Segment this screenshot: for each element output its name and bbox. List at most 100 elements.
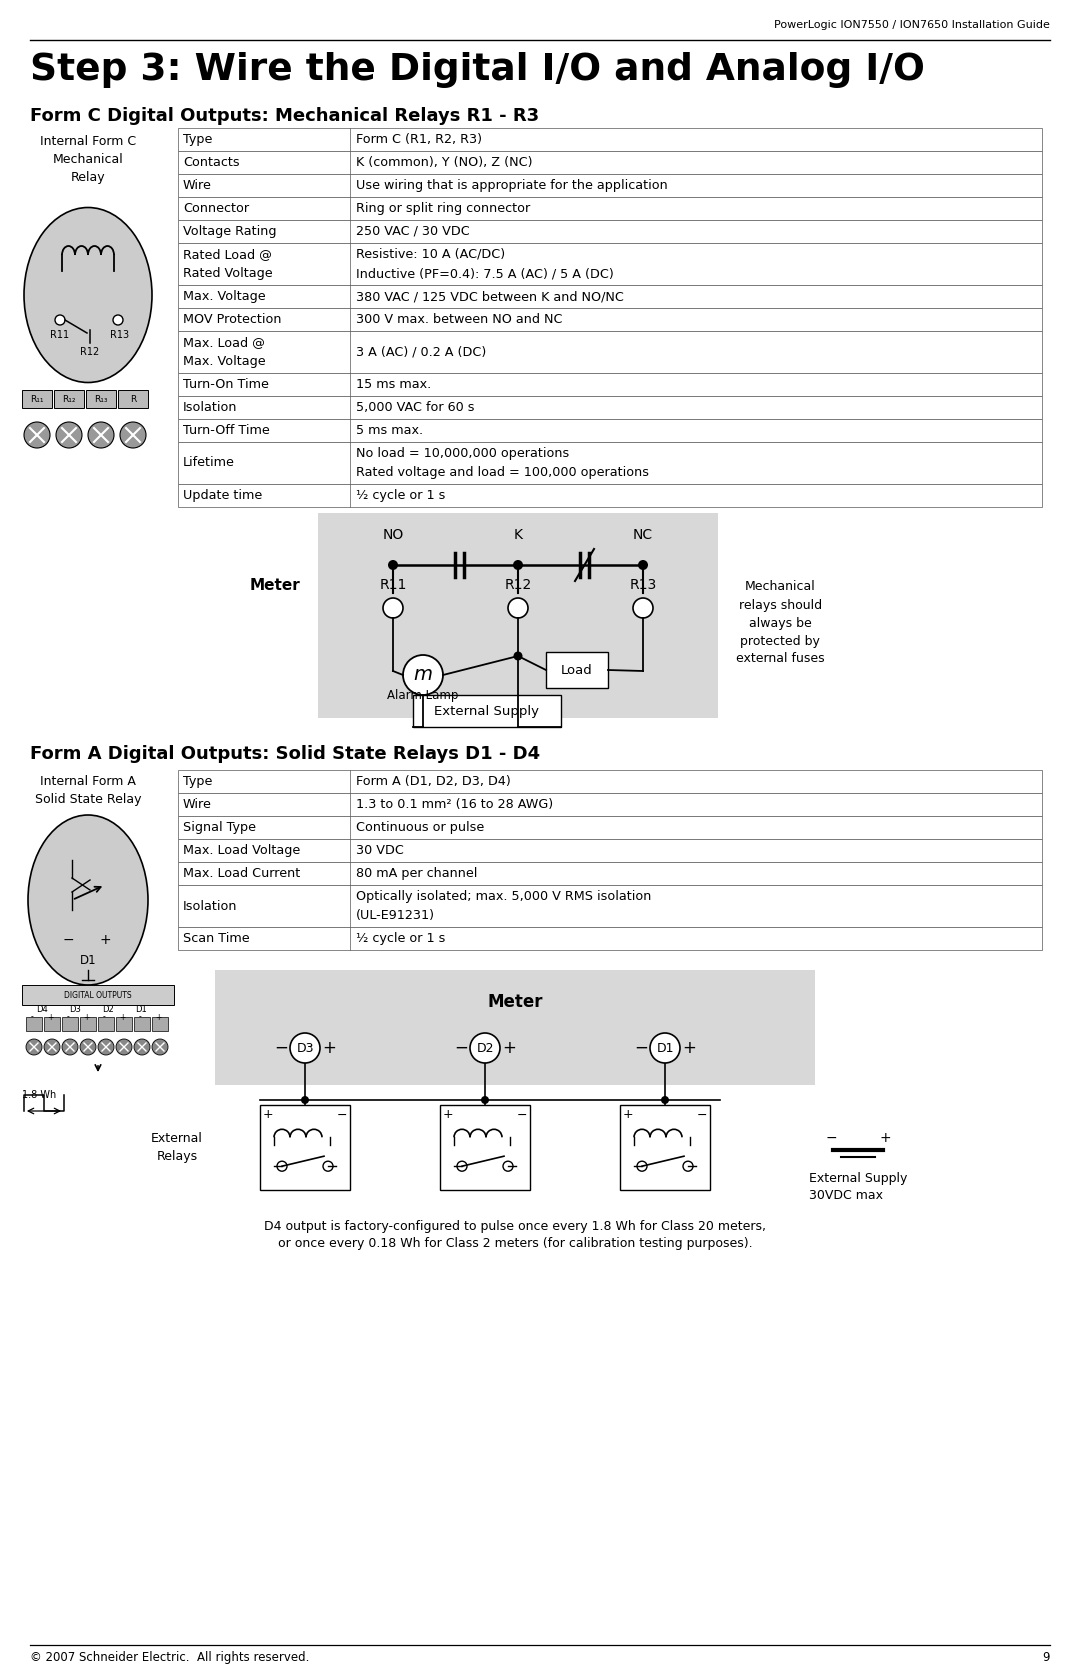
Bar	[215, 970, 815, 1085]
Text: R₁₁: R₁₁	[30, 394, 44, 404]
Bar	[62, 1016, 78, 1031]
Text: R12: R12	[504, 577, 531, 592]
Text: R11: R11	[51, 330, 69, 340]
Bar	[80, 1016, 96, 1031]
Circle shape	[120, 422, 146, 447]
Text: MOV Protection: MOV Protection	[183, 314, 282, 325]
Circle shape	[276, 1162, 287, 1172]
Bar	[178, 285, 1042, 309]
Bar	[178, 372, 1042, 396]
Circle shape	[481, 1097, 489, 1103]
Text: Optically isolated; max. 5,000 V RMS isolation: Optically isolated; max. 5,000 V RMS iso…	[356, 890, 651, 903]
Text: 30 VDC: 30 VDC	[356, 845, 404, 856]
Text: +: +	[99, 933, 111, 946]
Text: Turn-On Time: Turn-On Time	[183, 377, 269, 391]
Circle shape	[470, 1033, 500, 1063]
Text: 300 V max. between NO and NC: 300 V max. between NO and NC	[356, 314, 563, 325]
Bar	[260, 1105, 350, 1190]
Text: Rated Load @: Rated Load @	[183, 247, 272, 260]
Bar	[178, 220, 1042, 244]
Text: © 2007 Schneider Electric.  All rights reserved.: © 2007 Schneider Electric. All rights re…	[30, 1651, 309, 1664]
Text: D2: D2	[476, 1041, 494, 1055]
Bar	[178, 769, 1042, 793]
Bar	[413, 694, 561, 728]
Text: -: -	[30, 1013, 33, 1021]
Text: Voltage Rating: Voltage Rating	[183, 225, 276, 239]
Text: Type: Type	[183, 774, 213, 788]
Bar	[26, 1016, 42, 1031]
Text: Max. Load @: Max. Load @	[183, 335, 265, 349]
Text: Continuous or pulse: Continuous or pulse	[356, 821, 484, 834]
Text: 1.3 to 0.1 mm² (16 to 28 AWG): 1.3 to 0.1 mm² (16 to 28 AWG)	[356, 798, 553, 811]
Text: DIGITAL OUTPUTS: DIGITAL OUTPUTS	[64, 990, 132, 1000]
Bar	[178, 442, 1042, 484]
Text: +: +	[623, 1108, 633, 1122]
Text: Form C Digital Outputs: Mechanical Relays R1 - R3: Form C Digital Outputs: Mechanical Relay…	[30, 107, 539, 125]
Circle shape	[683, 1162, 693, 1172]
Text: +: +	[83, 1013, 90, 1021]
Text: Max. Voltage: Max. Voltage	[183, 355, 266, 369]
Text: Wire: Wire	[183, 179, 212, 192]
Circle shape	[457, 1162, 467, 1172]
Circle shape	[98, 1040, 114, 1055]
Bar	[178, 861, 1042, 885]
Text: Meter: Meter	[487, 993, 543, 1011]
Bar	[318, 512, 718, 718]
Text: Wire: Wire	[183, 798, 212, 811]
Circle shape	[55, 315, 65, 325]
Circle shape	[134, 1040, 150, 1055]
Text: +: +	[262, 1108, 273, 1122]
Bar	[134, 1016, 150, 1031]
Text: R: R	[130, 394, 136, 404]
Circle shape	[291, 1033, 320, 1063]
Text: Step 3: Wire the Digital I/O and Analog I/O: Step 3: Wire the Digital I/O and Analog …	[30, 52, 924, 88]
Text: D2: D2	[103, 1005, 113, 1013]
Circle shape	[383, 598, 403, 618]
Circle shape	[513, 561, 523, 571]
Text: PowerLogic ION7550 / ION7650 Installation Guide: PowerLogic ION7550 / ION7650 Installatio…	[774, 20, 1050, 30]
Bar	[178, 197, 1042, 220]
Text: Max. Load Voltage: Max. Load Voltage	[183, 845, 300, 856]
Text: -: -	[103, 1013, 106, 1021]
Bar	[178, 840, 1042, 861]
Text: Scan Time: Scan Time	[183, 931, 249, 945]
Text: −: −	[697, 1108, 707, 1122]
Bar	[22, 391, 52, 407]
Text: D3: D3	[296, 1041, 314, 1055]
Text: Rated voltage and load = 100,000 operations: Rated voltage and load = 100,000 operati…	[356, 466, 649, 479]
Text: -: -	[138, 1013, 141, 1021]
Text: 5 ms max.: 5 ms max.	[356, 424, 423, 437]
Bar	[178, 244, 1042, 285]
Text: 5,000 VAC for 60 s: 5,000 VAC for 60 s	[356, 401, 474, 414]
Text: External
Relays: External Relays	[151, 1132, 203, 1163]
Text: Update time: Update time	[183, 489, 262, 502]
Circle shape	[633, 598, 653, 618]
Text: 15 ms max.: 15 ms max.	[356, 377, 431, 391]
Text: Max. Load Current: Max. Load Current	[183, 866, 300, 880]
Circle shape	[503, 1162, 513, 1172]
Bar	[116, 1016, 132, 1031]
Circle shape	[44, 1040, 60, 1055]
Text: Ring or split ring connector: Ring or split ring connector	[356, 202, 530, 215]
Text: +: +	[879, 1132, 891, 1145]
Ellipse shape	[24, 207, 152, 382]
Bar	[178, 396, 1042, 419]
Text: NC: NC	[633, 527, 653, 542]
Bar	[44, 1016, 60, 1031]
Text: Max. Voltage: Max. Voltage	[183, 290, 266, 304]
Bar	[178, 484, 1042, 507]
Circle shape	[650, 1033, 680, 1063]
Text: Meter: Meter	[249, 577, 300, 592]
Text: 80 mA per channel: 80 mA per channel	[356, 866, 477, 880]
Text: D4 output is factory-configured to pulse once every 1.8 Wh for Class 20 meters,
: D4 output is factory-configured to pulse…	[264, 1220, 766, 1250]
Text: +: +	[119, 1013, 125, 1021]
Bar	[178, 129, 1042, 150]
Text: ½ cycle or 1 s: ½ cycle or 1 s	[356, 489, 445, 502]
Bar	[178, 885, 1042, 926]
Text: K (common), Y (NO), Z (NC): K (common), Y (NO), Z (NC)	[356, 155, 532, 169]
Circle shape	[26, 1040, 42, 1055]
Text: m: m	[414, 666, 432, 684]
Circle shape	[301, 1097, 309, 1103]
Bar	[152, 1016, 168, 1031]
Text: External Supply
30VDC max: External Supply 30VDC max	[809, 1172, 907, 1202]
